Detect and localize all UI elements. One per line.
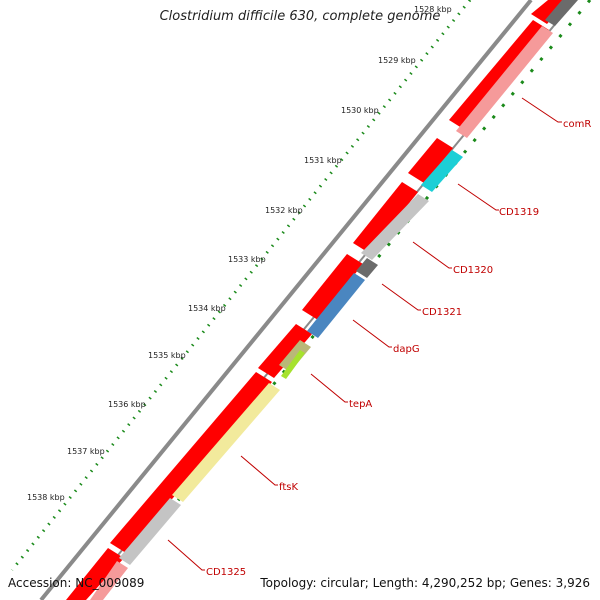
leader-CD1320 <box>412 241 452 269</box>
tick-label: 1538 kbp <box>27 493 65 502</box>
gene-leaders <box>167 97 562 571</box>
gene-block-comR <box>456 26 553 138</box>
leader-CD1319 <box>457 183 499 211</box>
gene-label-CD1319: CD1319 <box>499 207 539 218</box>
gene-block-dapG <box>307 273 365 338</box>
gene-label-ftsK: ftsK <box>279 482 298 493</box>
tick-label: 1533 kbp <box>228 255 266 264</box>
tick-label: 1529 kbp <box>378 56 416 65</box>
gene-block-small <box>281 350 305 379</box>
gene-block-CD1320 <box>361 194 429 260</box>
gene-label-CD1321: CD1321 <box>422 307 462 318</box>
tick-label: 1537 kbp <box>67 447 105 456</box>
cds-block <box>449 20 549 130</box>
gene-block-CD1318 <box>545 0 578 26</box>
gene-labels: comR CD1319 CD1320 CD1321 dapG tepA ftsK… <box>206 119 591 578</box>
cds-block <box>258 324 312 378</box>
tick-label: 1528 kbp <box>414 5 452 14</box>
leader-tepA <box>310 373 348 403</box>
accession-text: Accession: NC_009089 <box>8 576 145 590</box>
tick-label: 1535 kbp <box>148 351 186 360</box>
cds-block <box>302 254 363 320</box>
cds-block <box>110 372 272 553</box>
leader-comR <box>521 97 562 123</box>
backbone-outer <box>39 0 533 600</box>
cds-track <box>66 0 568 600</box>
gene-block-CD1319 <box>421 150 463 192</box>
gene-label-dapG: dapG <box>393 344 420 355</box>
gene-track <box>90 0 578 600</box>
genome-summary-text: Topology: circular; Length: 4,290,252 bp… <box>260 576 590 590</box>
tick-label: 1531 kbp <box>304 156 342 165</box>
leader-CD1325 <box>167 539 205 571</box>
cds-block <box>408 138 453 183</box>
tick-ring <box>10 0 472 571</box>
gene-block-ftsK <box>172 383 280 502</box>
tick-labels: 1528 kbp 1529 kbp 1530 kbp 1531 kbp 1532… <box>27 5 452 502</box>
tick-label: 1536 kbp <box>108 400 146 409</box>
leader-CD1321 <box>381 283 421 311</box>
cds-block <box>66 548 124 600</box>
cds-block <box>353 182 418 253</box>
gene-label-tepA: tepA <box>349 399 372 410</box>
gene-block-CD1325 <box>119 498 181 565</box>
map-title: Clostridium difficile 630, complete geno… <box>159 9 441 24</box>
tick-label: 1534 kbp <box>188 304 226 313</box>
gene-label-comR: comR <box>563 119 591 130</box>
gene-block-CD1326 <box>90 561 128 600</box>
gene-block-tepA <box>279 340 311 372</box>
inner-tick-ring <box>94 0 592 600</box>
gene-label-CD1320: CD1320 <box>453 265 493 276</box>
tick-label: 1530 kbp <box>341 106 379 115</box>
leader-ftsK <box>240 455 278 486</box>
leader-dapG <box>352 319 392 348</box>
gene-block-CD1321 <box>356 258 378 278</box>
tick-label: 1532 kbp <box>265 206 303 215</box>
gene-label-CD1325: CD1325 <box>206 567 246 578</box>
